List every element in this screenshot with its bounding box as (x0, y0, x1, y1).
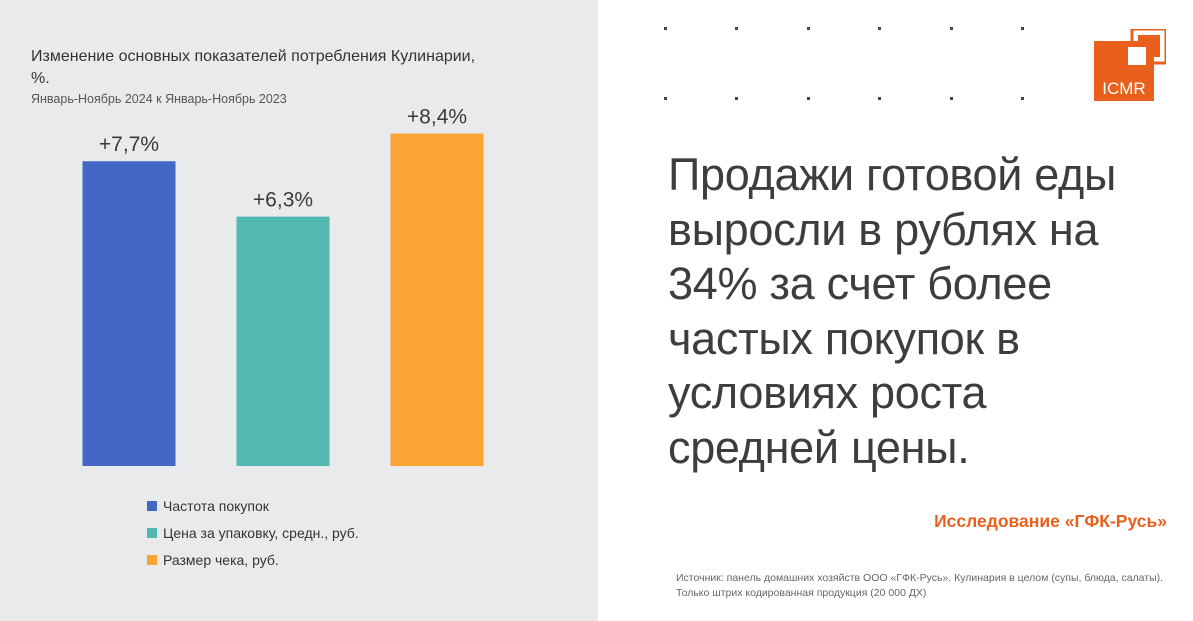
bar-chart: +7,7% +6,3% +8,4% (82, 106, 484, 466)
bar-check (390, 133, 484, 466)
legend-swatch-frequency (147, 500, 157, 511)
bar-price (236, 216, 330, 466)
legend-swatch-price (147, 527, 157, 538)
legend-label: Цена за упаковку, средн., руб. (163, 524, 359, 541)
chart-subtitle: Январь-Ноябрь 2024 к Январь-Ноябрь 2023 (31, 92, 287, 106)
decorative-dots (664, 24, 1034, 104)
legend-item: Частота покупок (147, 492, 359, 519)
logo-text: ICMR (1102, 79, 1145, 98)
study-label: Исследование «ГФК-Русь» (934, 511, 1167, 531)
chart-title: Изменение основных показателей потреблен… (31, 48, 476, 87)
data-label-check: +8,4% (407, 106, 467, 129)
chart-legend: Частота покупок Цена за упаковку, средн.… (147, 492, 359, 573)
legend-item: Размер чека, руб. (147, 546, 359, 573)
headline: Продажи готовой еды выросли в рублях на … (668, 149, 1117, 473)
bar-frequency (82, 161, 176, 466)
data-label-price: +6,3% (253, 189, 313, 212)
legend-label: Частота покупок (163, 497, 269, 514)
legend-item: Цена за упаковку, средн., руб. (147, 519, 359, 546)
icmr-logo: ICMR (1094, 29, 1166, 101)
source-note: Источник: панель домашних хозяйств ООО «… (676, 572, 1164, 599)
legend-label: Размер чека, руб. (163, 551, 279, 568)
data-label-frequency: +7,7% (99, 133, 159, 156)
chart-panel: Изменение основных показателей потреблен… (0, 0, 598, 621)
legend-swatch-check (147, 554, 157, 565)
